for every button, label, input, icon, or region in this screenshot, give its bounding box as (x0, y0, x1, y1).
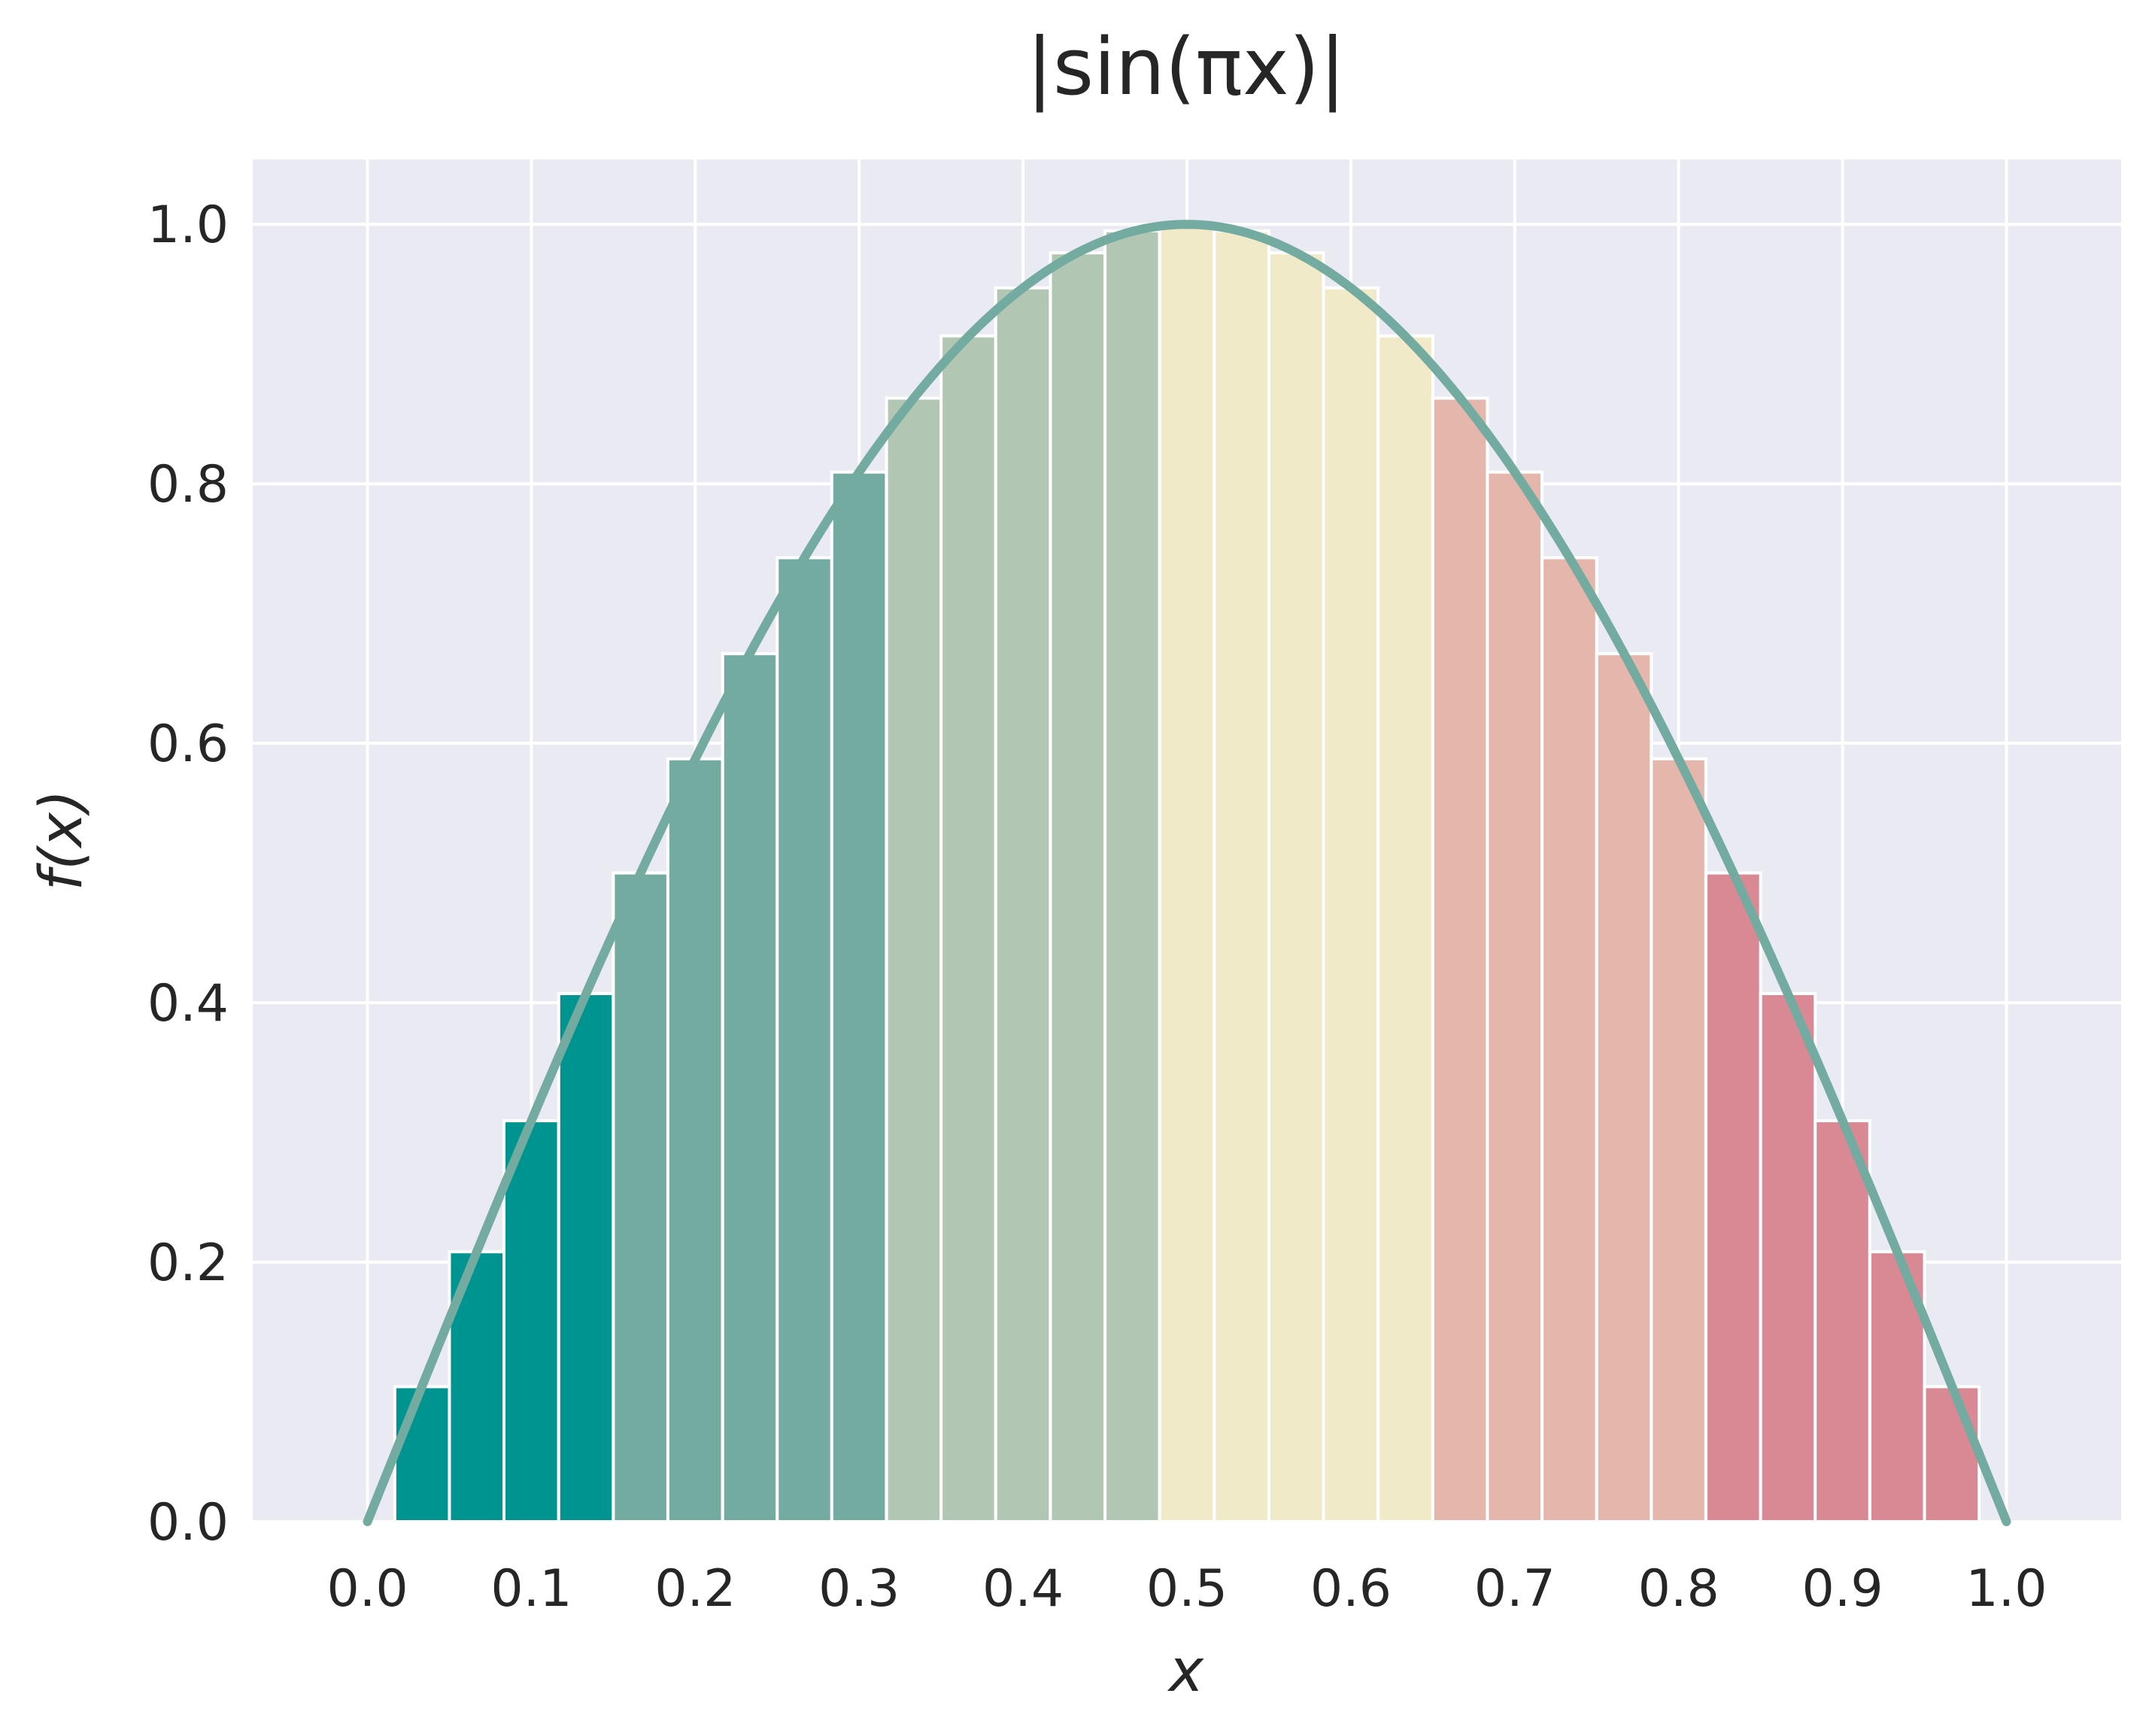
bar (1595, 652, 1653, 1523)
x-tick-label: 0.0 (326, 1559, 408, 1619)
bar (1431, 396, 1489, 1523)
bar (612, 871, 669, 1523)
bar (1759, 992, 1817, 1523)
x-tick-label: 1.0 (1965, 1559, 2047, 1619)
bar (1486, 470, 1543, 1523)
chart-title: |sin(πx)| (1027, 21, 1346, 113)
bar (1814, 1119, 1871, 1523)
x-tick-label: 0.5 (1146, 1559, 1228, 1619)
bar (1540, 556, 1598, 1523)
bar (1103, 229, 1161, 1523)
bar (776, 556, 833, 1523)
bar (1322, 286, 1380, 1523)
bar (502, 1119, 560, 1523)
x-tick-label: 0.8 (1638, 1559, 1720, 1619)
bar (830, 470, 888, 1523)
bar (1158, 223, 1216, 1524)
bar (1049, 251, 1107, 1523)
y-tick-label: 0.0 (147, 1493, 229, 1552)
x-axis-label: x (1167, 1637, 1204, 1705)
y-tick-labels: 0.0 0.2 0.4 0.6 0.8 1.0 (147, 196, 229, 1552)
bar (1267, 251, 1325, 1523)
x-tick-labels: 0.0 0.1 0.2 0.3 0.4 0.5 0.6 0.7 0.8 0.9 1.0 (326, 1559, 2047, 1619)
bar (885, 396, 943, 1523)
x-tick-label: 0.6 (1310, 1559, 1392, 1619)
bar (721, 652, 779, 1523)
bar (1923, 1385, 1981, 1523)
x-tick-label: 0.4 (982, 1559, 1064, 1619)
y-tick-label: 1.0 (147, 196, 229, 255)
y-tick-label: 0.2 (147, 1234, 229, 1293)
bar (1704, 871, 1762, 1523)
bar (393, 1385, 451, 1523)
x-tick-label: 0.1 (490, 1559, 572, 1619)
bar (1650, 757, 1707, 1523)
bar (666, 757, 724, 1523)
x-tick-label: 0.9 (1802, 1559, 1883, 1619)
y-axis-label: f(x) (28, 790, 96, 891)
y-tick-label: 0.6 (147, 715, 229, 774)
bar (994, 286, 1052, 1523)
x-tick-label: 0.2 (654, 1559, 736, 1619)
bar (939, 334, 997, 1523)
y-tick-label: 0.4 (147, 974, 229, 1033)
y-tick-label: 0.8 (147, 455, 229, 514)
bar (1377, 334, 1434, 1523)
function-curve (363, 220, 2011, 1526)
x-tick-label: 0.7 (1474, 1559, 1556, 1619)
bar (557, 992, 615, 1523)
bars (393, 223, 1981, 1524)
x-tick-label: 0.3 (818, 1559, 900, 1619)
bar (1213, 229, 1270, 1523)
